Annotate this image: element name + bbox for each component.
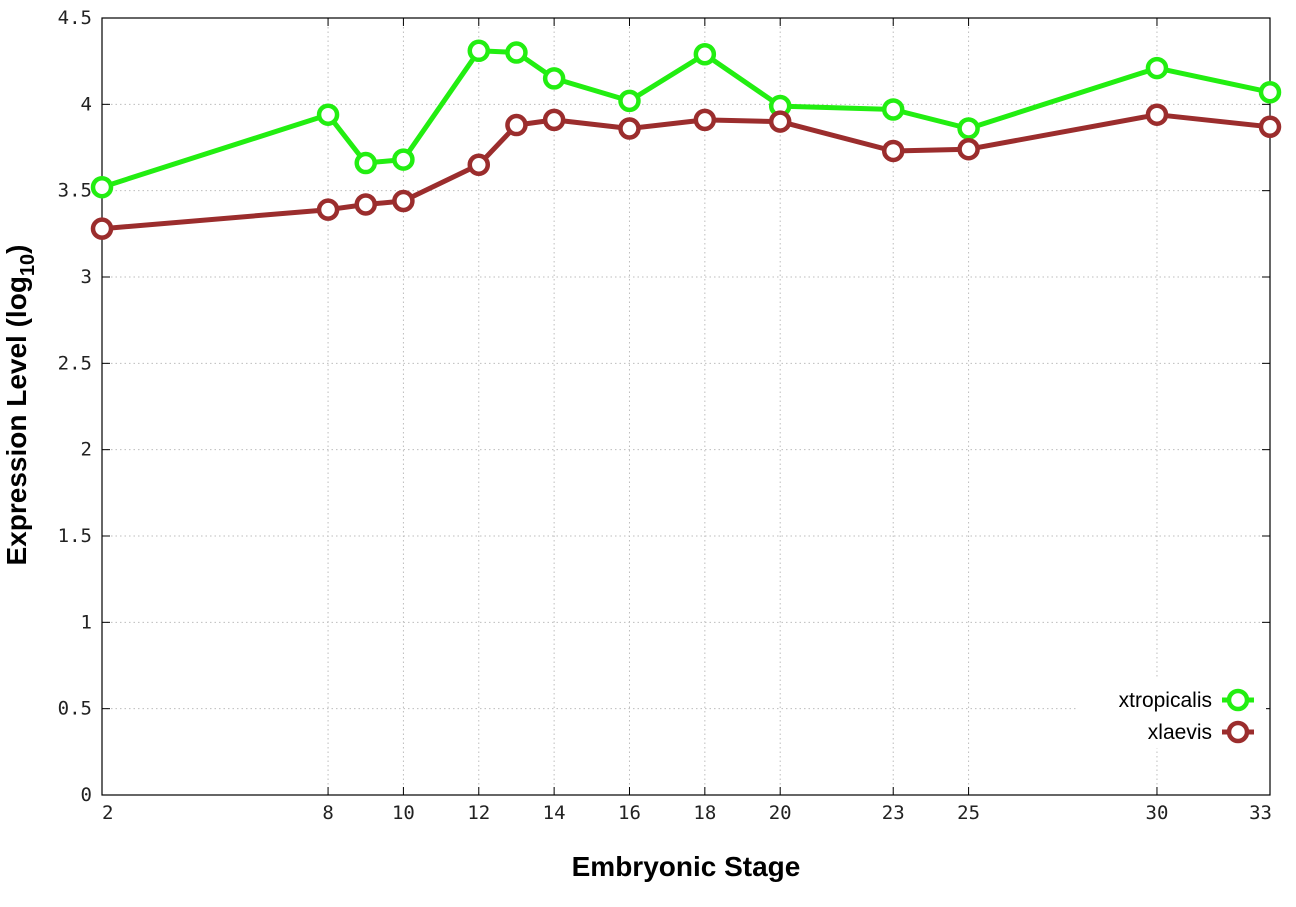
- data-point-xtropicalis: [392, 148, 415, 171]
- legend-label-xtropicalis: xtropicalis: [1119, 689, 1212, 712]
- y-axis-title-close: ): [1, 245, 32, 254]
- x-tick-label: 14: [543, 802, 566, 824]
- grid-lines: [102, 18, 1270, 795]
- legend: xtropicalis xlaevis: [1078, 678, 1266, 748]
- data-point-xtropicalis: [957, 117, 980, 140]
- data-point-xlaevis: [1258, 115, 1282, 139]
- y-tick-label: 4: [81, 93, 92, 115]
- tick-labels: 0 0.5 1 1.5 2 2.5 3 3.5 4 4.5 2 8 10 12 14 16 18 20 23 25 30…: [58, 7, 1272, 824]
- x-tick-label: 12: [467, 802, 490, 824]
- x-tick-label: 30: [1146, 802, 1169, 824]
- x-tick-label: 2: [102, 802, 113, 824]
- x-tick-label: 8: [322, 802, 333, 824]
- x-tick-label: 33: [1249, 802, 1272, 824]
- data-point-xlaevis: [316, 198, 340, 221]
- data-point-xtropicalis: [354, 151, 377, 175]
- data-point-xtropicalis: [618, 89, 641, 113]
- data-point-xlaevis: [505, 113, 528, 137]
- y-tick-label: 3: [81, 266, 92, 288]
- data-point-xlaevis: [618, 117, 641, 140]
- y-tick-label: 2.5: [58, 352, 92, 374]
- data-point-xtropicalis: [693, 43, 717, 66]
- data-point-xtropicalis: [467, 39, 491, 63]
- y-axis-title: Expression Level (log10): [1, 245, 39, 566]
- x-tick-label: 25: [957, 802, 980, 824]
- legend-swatch-marker-xlaevis: [1226, 720, 1250, 744]
- data-point-xlaevis: [957, 137, 980, 161]
- x-tick-label: 18: [693, 802, 716, 824]
- data-point-xlaevis: [392, 189, 415, 213]
- y-tick-label: 0: [81, 784, 92, 806]
- x-tick-label: 20: [769, 802, 792, 824]
- y-tick-label: 4.5: [58, 7, 92, 29]
- data-point-xtropicalis: [542, 67, 566, 90]
- data-point-xtropicalis: [1258, 80, 1282, 104]
- data-point-xtropicalis: [1145, 56, 1169, 80]
- data-point-xlaevis: [1145, 103, 1169, 126]
- data-series: [90, 39, 1282, 240]
- y-tick-label: 0.5: [58, 698, 92, 720]
- y-tick-label: 1: [81, 611, 92, 633]
- data-point-xlaevis: [90, 217, 114, 240]
- data-point-xlaevis: [881, 139, 905, 163]
- y-tick-label: 1.5: [58, 525, 92, 547]
- data-point-xlaevis: [354, 193, 377, 216]
- data-point-xtropicalis: [881, 98, 905, 121]
- data-point-xtropicalis: [90, 175, 114, 199]
- data-point-xlaevis: [693, 108, 717, 132]
- y-axis-title-main: Expression Level (log: [1, 276, 32, 565]
- x-tick-label: 23: [882, 802, 905, 824]
- legend-swatch-marker-xtropicalis: [1226, 688, 1250, 712]
- legend-label-xlaevis: xlaevis: [1148, 721, 1212, 744]
- x-tick-label: 10: [392, 802, 415, 824]
- y-tick-label: 3.5: [58, 180, 92, 202]
- plot-frame: [101, 17, 1271, 796]
- series-xtropicalis: [90, 39, 1282, 199]
- y-tick-label: 2: [81, 439, 92, 461]
- x-axis-title: Embryonic Stage: [572, 851, 801, 882]
- data-point-xlaevis: [542, 108, 566, 132]
- data-point-xlaevis: [467, 153, 491, 177]
- y-axis-title-subscript: 10: [17, 254, 39, 276]
- series-xlaevis: [90, 103, 1282, 240]
- data-point-xtropicalis: [505, 41, 528, 64]
- data-point-xlaevis: [768, 110, 792, 133]
- data-point-xtropicalis: [316, 103, 340, 126]
- x-tick-label: 16: [618, 802, 641, 824]
- series-line-xtropicalis: [101, 48, 1271, 190]
